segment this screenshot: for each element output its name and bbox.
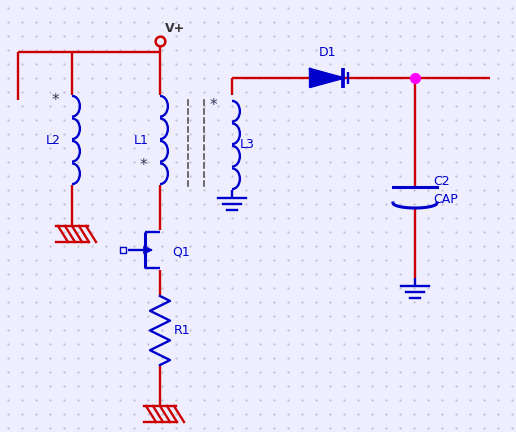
Text: C2: C2 (433, 175, 449, 188)
Text: L2: L2 (46, 133, 61, 146)
Bar (120, 247, 126, 253)
Text: L3: L3 (240, 139, 255, 152)
Text: L1: L1 (134, 133, 149, 146)
Text: *: * (140, 158, 148, 173)
Text: R1: R1 (174, 324, 190, 337)
Text: *: * (210, 98, 218, 113)
Text: D1: D1 (319, 46, 336, 59)
Text: V+: V+ (165, 22, 185, 35)
Polygon shape (310, 69, 343, 87)
Text: CAP: CAP (433, 193, 458, 206)
Text: *: * (52, 93, 60, 108)
Text: Q1: Q1 (172, 245, 190, 258)
